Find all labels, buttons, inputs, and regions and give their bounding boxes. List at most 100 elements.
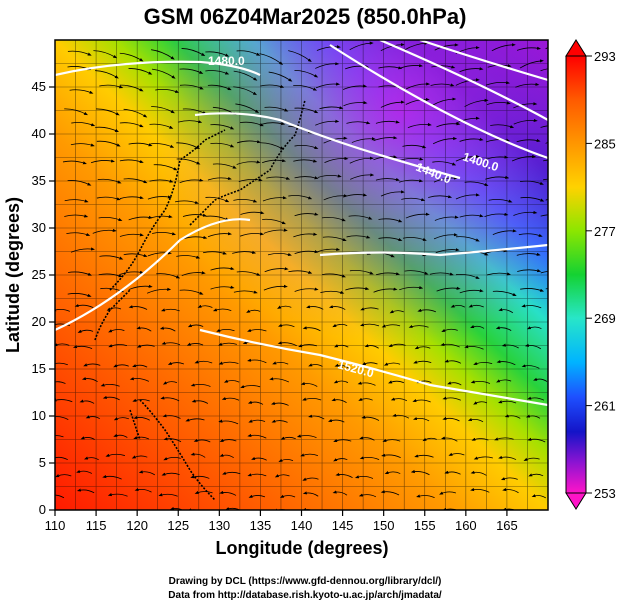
streamline <box>447 381 462 386</box>
streamline <box>222 471 241 475</box>
streamline <box>108 329 125 333</box>
streamline <box>484 212 509 218</box>
streamline <box>407 122 432 129</box>
streamline <box>533 377 548 382</box>
streamline <box>302 491 319 497</box>
streamline <box>516 46 541 51</box>
streamline <box>521 304 542 309</box>
streamline <box>520 197 545 202</box>
streamline <box>179 178 204 184</box>
streamline <box>349 269 374 275</box>
x-axis-label: Longitude (degrees) <box>215 538 388 558</box>
streamline <box>399 286 424 291</box>
streamline <box>179 68 204 74</box>
streamline <box>523 457 540 462</box>
y-tick-label: 30 <box>32 220 46 235</box>
streamline <box>161 472 180 476</box>
streamline <box>55 416 69 420</box>
streamline <box>413 360 432 364</box>
streamline <box>155 89 180 93</box>
streamline <box>333 458 348 462</box>
streamline <box>160 308 180 312</box>
streamline <box>210 124 235 130</box>
streamline <box>413 416 430 422</box>
streamline <box>293 159 318 163</box>
streamline <box>69 89 94 94</box>
streamline <box>70 143 95 147</box>
streamline <box>298 344 318 348</box>
streamline <box>545 288 548 290</box>
streamline <box>404 270 429 275</box>
streamline <box>490 124 515 129</box>
streamline <box>176 255 201 259</box>
streamline <box>67 180 92 186</box>
streamline <box>223 379 240 383</box>
streamline <box>459 214 484 218</box>
streamline <box>279 494 296 498</box>
streamline <box>361 362 378 366</box>
streamline <box>207 232 232 238</box>
streamline <box>288 50 312 63</box>
streamline <box>181 271 206 276</box>
streamline <box>221 396 240 401</box>
streamline <box>181 48 206 57</box>
streamline <box>526 326 542 330</box>
streamline <box>293 84 318 91</box>
streamline <box>434 215 459 221</box>
contour-label: 1480.0 <box>208 54 245 68</box>
streamline <box>119 195 144 200</box>
streamline <box>179 289 204 295</box>
streamline <box>79 399 95 404</box>
streamline <box>494 437 514 441</box>
streamline <box>100 383 120 387</box>
streamline <box>412 513 429 515</box>
streamline <box>260 142 285 150</box>
streamline <box>492 229 517 235</box>
streamline <box>235 103 260 114</box>
streamline <box>134 487 152 493</box>
streamline <box>441 328 458 333</box>
streamline <box>388 380 405 384</box>
streamline <box>67 50 92 56</box>
streamline <box>545 47 548 50</box>
streamline <box>191 399 209 404</box>
x-axis: 110 115 120 125 130 135 140 145 150 155 160 165 <box>45 510 518 533</box>
streamline <box>236 160 261 165</box>
streamline <box>205 196 230 203</box>
streamline <box>501 343 519 349</box>
streamline <box>158 493 178 497</box>
streamline <box>106 307 122 311</box>
credit-line-1: Drawing by DCL (https://www.gfd-dennou.o… <box>169 576 442 587</box>
streamline <box>123 108 148 118</box>
streamline <box>113 364 129 368</box>
streamline <box>186 342 204 346</box>
streamline <box>294 287 319 292</box>
streamline <box>432 161 457 166</box>
streamline <box>455 116 480 124</box>
streamline <box>97 178 122 184</box>
streamline <box>50 511 65 513</box>
streamline <box>210 266 235 271</box>
colorbar-tick-label: 293 <box>594 49 616 64</box>
streamline <box>216 328 235 332</box>
streamline <box>99 255 124 260</box>
streamline <box>388 343 406 347</box>
streamline <box>260 84 285 88</box>
streamline <box>268 71 293 82</box>
streamline <box>119 84 144 92</box>
x-tick-label: 165 <box>496 518 518 533</box>
streamline <box>119 122 144 128</box>
colorbar-tick-label: 285 <box>594 136 616 151</box>
streamline <box>513 210 538 216</box>
streamline <box>392 413 410 419</box>
streamline <box>123 253 148 258</box>
colorbar-gradient <box>565 55 587 494</box>
streamline <box>246 309 261 313</box>
streamline <box>123 178 148 184</box>
streamline <box>316 45 341 51</box>
streamline <box>430 83 455 87</box>
streamline <box>511 154 537 162</box>
streamline <box>410 469 430 476</box>
streamline <box>93 50 118 59</box>
